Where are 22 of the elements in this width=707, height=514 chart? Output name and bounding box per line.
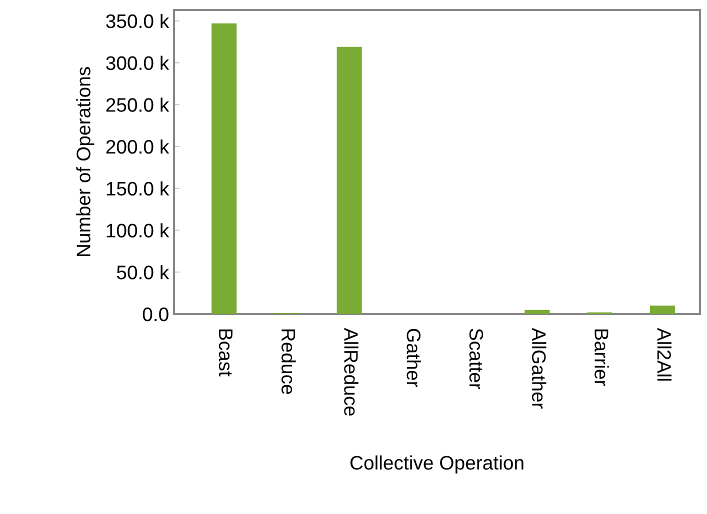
y-tick-label: 50.0 k — [116, 265, 170, 280]
x-axis-title: Collective Operation — [350, 455, 524, 474]
y-tick-label: 150.0 k — [106, 181, 170, 196]
y-tick-label: 300.0 k — [106, 56, 170, 70]
bar — [212, 23, 237, 314]
y-tick-label: 100.0 k — [106, 223, 170, 238]
x-tick-label: Gather — [406, 328, 422, 388]
y-axis-title: Number of Operations — [76, 67, 94, 256]
bar — [524, 310, 550, 314]
y-tick-label: 350.0 k — [106, 14, 170, 28]
y-tick-label: 0.0 — [142, 307, 168, 322]
y-tick-label: 250.0 k — [106, 98, 170, 112]
bar — [650, 306, 675, 314]
x-tick-label: All2All — [657, 328, 672, 381]
y-tick-label: 200.0 k — [106, 139, 170, 154]
x-tick-label: Barrier — [594, 329, 609, 386]
x-tick-label: Scatter — [469, 328, 484, 390]
bar — [336, 46, 362, 314]
x-tick-label: Reduce — [281, 329, 296, 394]
x-tick-label: Bcast — [218, 329, 232, 376]
x-tick-label: AllReduce — [344, 328, 358, 416]
x-tick-label: AllGather — [532, 328, 546, 409]
